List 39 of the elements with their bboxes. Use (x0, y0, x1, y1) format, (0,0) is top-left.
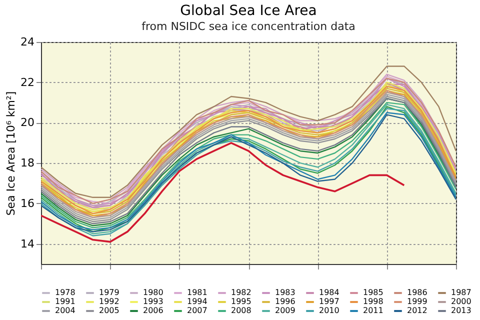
y-tick-label: 16 (20, 196, 34, 210)
chart-subtitle: from NSIDC sea ice concentration data (142, 20, 356, 33)
y-tick-label: 22 (20, 76, 34, 89)
legend-label: 2007 (187, 306, 208, 315)
legend-label: 1978 (55, 288, 76, 297)
y-tick-label: 24 (20, 36, 34, 48)
legend-label: 2000 (451, 297, 472, 306)
legend-label: 2008 (231, 306, 252, 315)
legend-label: 2012 (407, 306, 428, 315)
legend-label: 1993 (143, 297, 164, 306)
legend-label: 2009 (275, 306, 296, 315)
y-tick-label: 20 (20, 116, 34, 130)
legend-label: 2010 (319, 306, 340, 315)
legend-label: 1979 (99, 288, 120, 297)
y-tick-label: 14 (20, 237, 34, 250)
legend-label: 2005 (99, 306, 120, 315)
legend-label: 1984 (319, 288, 340, 297)
chart-title: Global Sea Ice Area (180, 3, 317, 19)
legend-label: 1981 (187, 288, 208, 297)
legend-label: 1999 (407, 297, 428, 306)
legend-label: 1982 (231, 288, 252, 297)
legend-label: 2006 (143, 306, 164, 315)
legend-label: 1986 (407, 288, 428, 297)
legend-label: 1987 (451, 288, 472, 297)
legend-label: 1997 (319, 297, 340, 306)
legend-label: 2011 (363, 306, 384, 315)
legend-label: 1992 (99, 297, 120, 306)
legend-label: 1985 (363, 288, 384, 297)
legend-label: 2004 (55, 306, 76, 315)
y-tick-label: 18 (20, 156, 34, 170)
legend-label: 2013 (451, 306, 472, 315)
legend-label: 1983 (275, 288, 296, 297)
legend-label: 1980 (143, 288, 164, 297)
legend-label: 1994 (187, 297, 208, 306)
legend-label: 1998 (363, 297, 384, 306)
legend-label: 1991 (55, 297, 76, 306)
legend-label: 1996 (275, 297, 296, 306)
legend-label: 1995 (231, 297, 252, 306)
y-axis-title: Sea Ice Area [10⁶ km²] (4, 91, 18, 216)
